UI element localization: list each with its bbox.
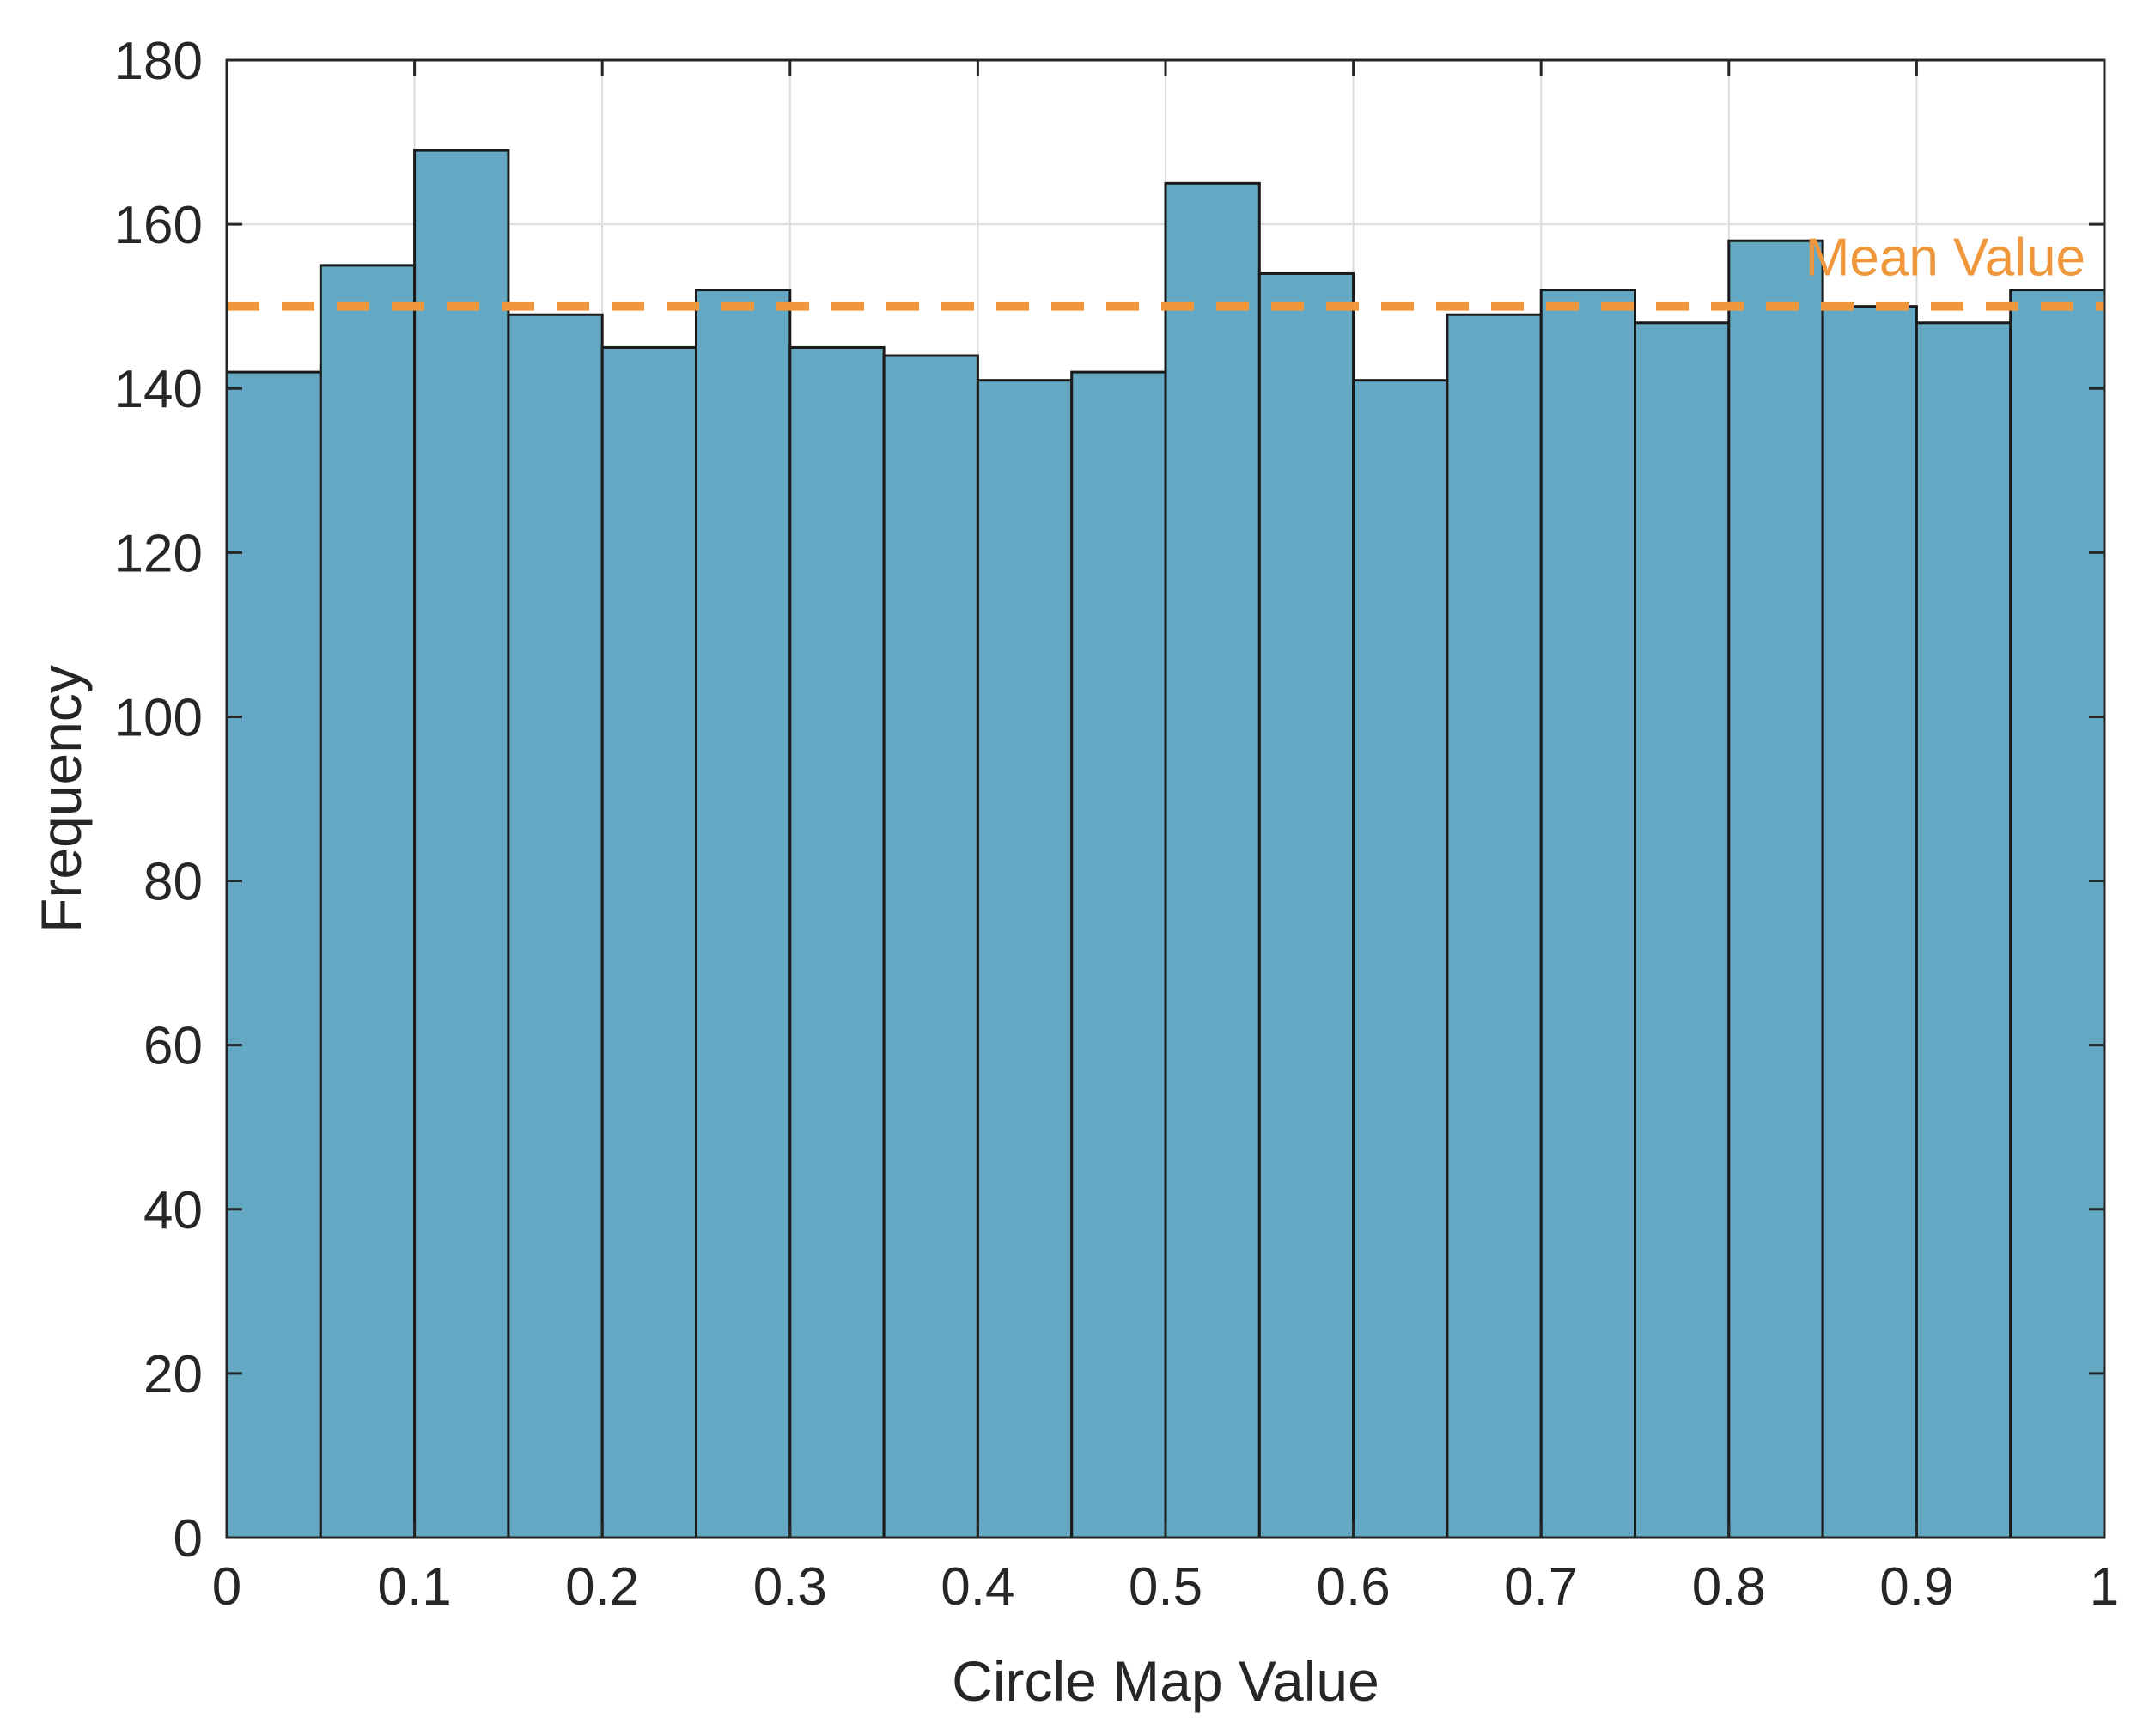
x-tick-label: 0.6 [1316, 1557, 1390, 1617]
x-tick-label: 0.9 [1879, 1557, 1953, 1617]
x-tick-label: 0.2 [565, 1557, 639, 1617]
x-tick-label: 0.8 [1692, 1557, 1766, 1617]
histogram-bar [1070, 370, 1167, 1539]
histogram-bar [1821, 305, 1918, 1539]
histogram-bar [2009, 289, 2106, 1539]
histogram-bar [695, 289, 792, 1539]
x-tick-label: 0 [212, 1557, 241, 1617]
x-tick-label: 0.4 [941, 1557, 1014, 1617]
y-tick-label: 160 [114, 196, 203, 255]
histogram-bar [319, 264, 417, 1539]
histogram-bar [976, 379, 1074, 1539]
histogram-bar [507, 313, 604, 1539]
x-tick-label: 0.1 [377, 1557, 451, 1617]
y-tick-label: 40 [143, 1181, 203, 1240]
axis-ticks: 0 0.1 0.2 0.3 0.4 0.5 0.6 0.7 0.8 0.9 1 0 20 40 60 80 10… [114, 32, 2120, 1617]
y-tick-label: 100 [114, 688, 203, 747]
x-axis-title: Circle Map Value [952, 1649, 1379, 1713]
mean-value-label: Mean Value [1805, 228, 2085, 288]
histogram-bar [788, 345, 886, 1539]
x-tick-label: 0.7 [1504, 1557, 1578, 1617]
x-tick-label: 1 [2090, 1557, 2119, 1617]
x-tick-label: 0.3 [753, 1557, 827, 1617]
y-tick-label: 140 [114, 360, 203, 419]
histogram-bar [1446, 313, 1543, 1539]
y-tick-label: 80 [143, 853, 203, 912]
histogram-bar [600, 345, 698, 1539]
mean-line-group: Mean Value [227, 228, 2104, 311]
y-axis-title: Frequency [29, 665, 93, 933]
histogram-bar [1257, 271, 1355, 1539]
y-tick-label: 60 [143, 1017, 203, 1076]
y-tick-label: 120 [114, 524, 203, 583]
histogram-bar [882, 354, 979, 1539]
y-tick-label: 180 [114, 32, 203, 91]
histogram-bar [1164, 181, 1261, 1539]
histogram-bars [225, 149, 2106, 1539]
histogram-bar [1352, 379, 1449, 1539]
histogram-bar [225, 370, 322, 1539]
histogram-bar [1915, 321, 2012, 1539]
histogram-bar [1727, 239, 1824, 1539]
histogram-bar [413, 149, 510, 1539]
y-tick-label: 0 [174, 1509, 203, 1568]
histogram-bar [1539, 289, 1636, 1539]
x-tick-label: 0.5 [1129, 1557, 1202, 1617]
y-tick-label: 20 [143, 1345, 203, 1404]
histogram-bar [1634, 321, 1731, 1539]
